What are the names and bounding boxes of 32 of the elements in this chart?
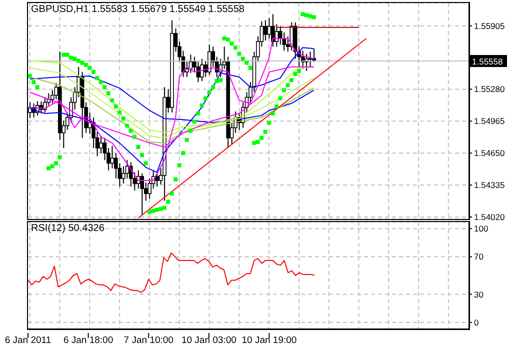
y-tick-label: 1.55280: [474, 84, 505, 94]
candlestick: [267, 18, 272, 39]
chart-title: RSI(12) 50.4326: [31, 223, 104, 234]
x-tick-label: 6 Jan 2011: [4, 335, 52, 346]
candlestick: [207, 44, 212, 76]
line-series: [28, 252, 315, 293]
candlestick: [271, 14, 275, 48]
y-tick-label: 1.54335: [474, 180, 505, 190]
y-tick-label: 100: [474, 224, 488, 234]
x-tick-label: 6 Jan 18:00: [63, 335, 114, 346]
y-tick-label: 70: [474, 252, 484, 262]
y-tick-label: 1.54650: [474, 148, 505, 158]
candlestick: [155, 172, 159, 188]
x-tick-label: 10 Jan 03:00: [181, 335, 236, 346]
candlestick: [129, 162, 133, 188]
candlestick: [43, 96, 47, 114]
candlestick: [264, 20, 268, 42]
y-tick-label: 1.54020: [474, 212, 505, 222]
y-tick-label: 30: [474, 289, 484, 300]
y-tick-label: 1.55905: [474, 20, 505, 31]
candlestick: [290, 22, 294, 52]
x-tick-label: 7 Jan 10:00: [124, 335, 174, 346]
candlestick: [200, 58, 204, 82]
candlestick: [140, 172, 144, 216]
ref-line-label: 1.55558: [472, 56, 503, 67]
chart-title: GBPUSD,H1 1.55583 1.55679 1.55549 1.55558: [31, 4, 244, 15]
y-tick-label: 0: [474, 317, 479, 328]
y-tick-label: 1.54965: [474, 116, 505, 126]
x-tick-label: 10 Jan 19:00: [242, 335, 297, 346]
candlestick: [28, 102, 32, 118]
candlestick: [99, 135, 103, 154]
candlestick: [188, 54, 193, 74]
